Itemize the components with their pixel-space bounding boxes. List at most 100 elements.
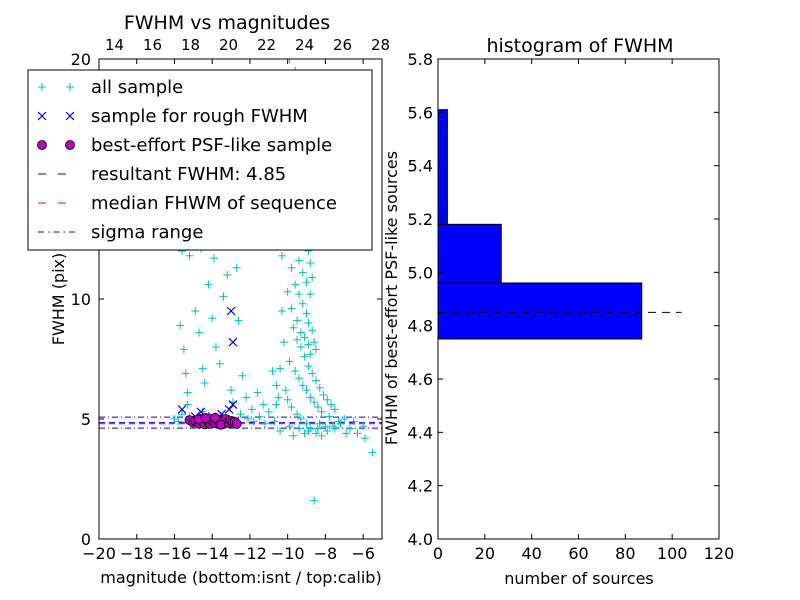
cross-b [228,337,238,347]
all-sample-point [279,338,288,347]
all-sample-point [287,304,296,313]
all-sample-point [311,429,320,438]
histogram-bars [437,109,643,340]
all-sample-point [236,410,245,419]
hist-x-tick-label: 40 [521,544,541,563]
all-sample-point [210,254,219,263]
cross-b [224,404,234,414]
all-sample-point [313,424,322,433]
x-tick-label: −6 [351,544,375,563]
all-sample-point [321,422,330,431]
legend-entry: best-effort PSF-like sample [37,135,332,156]
all-sample-point [293,316,302,325]
hist-y-tick-label: 5.4 [408,157,433,176]
hist-x-tick-label: 80 [615,544,635,563]
all-sample-point [247,405,256,414]
hist-x-tick-label: 0 [433,544,443,563]
all-sample-point [330,424,339,433]
histogram-title: histogram of FWHM [486,35,673,57]
rough-fwhm-point [224,404,234,414]
legend-label: sigma range [91,222,203,243]
scatter-chart: FWHM vs magnitudes 14 16 18 20 22 24 26 28 −20−… [27,12,390,587]
all-sample-point [178,410,187,419]
all-sample-point [308,273,317,282]
x-tick-label: −20 [82,544,116,563]
all-sample-point [315,383,324,392]
all-sample-point [296,415,305,423]
all-sample-point [249,417,258,426]
all-sample-point [274,393,283,402]
all-sample-point [298,299,307,308]
all-sample-point [227,386,236,395]
all-sample-point [298,268,307,277]
all-sample-point [302,386,311,395]
all-sample-point [368,448,377,457]
all-sample-point [308,326,317,335]
all-sample-point [293,335,302,344]
all-sample-point [261,419,270,428]
all-sample-point [285,59,294,63]
rough-fwhm-point [228,337,238,347]
all-sample-point [281,386,290,395]
all-sample-point [208,314,217,323]
all-sample-point [272,400,281,409]
hist-x-tick-label: 120 [704,544,735,563]
all-sample-point [311,376,320,385]
y-tick-label: 5 [81,410,91,429]
legend-circle [65,140,75,150]
legend-label: resultant FWHM: 4.85 [91,164,286,185]
psf-like-point [200,413,211,423]
all-sample-point [315,419,324,428]
all-sample-point [317,431,326,440]
rough-fwhm-point [228,400,238,410]
histogram-bar [437,109,448,225]
all-sample-point [306,350,315,359]
y-tick-label: 0 [81,530,91,549]
all-sample-point [306,393,315,402]
all-sample-point [283,287,292,296]
all-sample-point [270,417,279,426]
all-sample-point [294,424,303,433]
all-sample-point [300,352,309,361]
histogram-chart: histogram of FWHM 0 20 40 60 80 100 120 4.0 4.2… [382,35,734,588]
cross-b [226,306,236,316]
all-sample-point [259,400,268,409]
rough-fwhm-point [226,306,236,316]
all-sample-point [289,323,298,332]
cross-b [228,400,238,410]
x-tick-label: −18 [120,544,154,563]
legend: all sample sample for rough FWHM best-effo… [27,69,373,251]
top-tick-label: 26 [333,36,352,54]
all-sample-point [302,278,311,287]
all-sample-point [253,388,262,397]
y-tick-label: 10 [71,290,91,309]
all-sample-point [306,290,315,299]
top-tick-label: 18 [181,36,200,54]
all-sample-point [294,290,303,299]
all-sample-point [287,263,296,272]
y-tick-label: 20 [71,50,91,69]
histogram-x-label: number of sources [504,569,654,588]
legend-entry: all sample [38,77,183,98]
all-sample-point [242,393,251,402]
all-sample-point [194,328,203,337]
y-axis-label: FWHM (pix) [49,253,68,346]
top-tick-label: 28 [371,36,390,54]
all-sample-point [359,422,368,431]
all-sample-point [234,316,243,325]
legend-cross-b [37,111,47,121]
all-sample-point [293,410,302,419]
all-sample-point [223,271,232,279]
legend-cross-b [65,111,75,121]
all-sample-point [330,405,339,414]
all-sample-point [306,259,315,267]
all-sample-point [304,340,313,349]
all-sample-point [183,388,192,397]
all-sample-point [291,367,300,375]
all-sample-point [204,280,213,289]
x-tick-label: −14 [195,544,229,563]
legend-entry: resultant FWHM: 4.85 [38,164,286,185]
hist-y-tick-label: 4.0 [408,530,433,549]
histogram-bar [437,223,502,284]
